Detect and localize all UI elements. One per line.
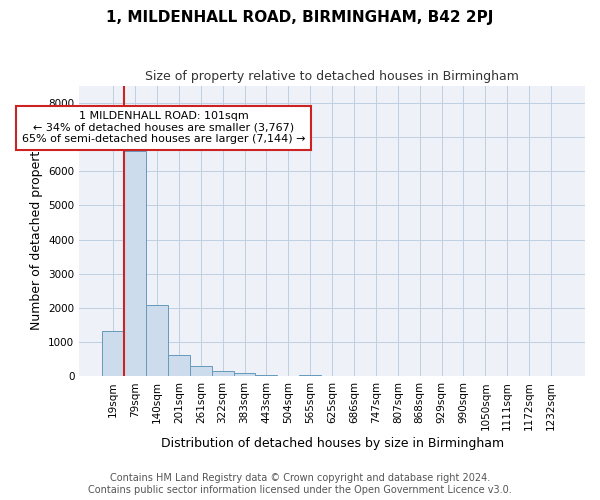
Bar xyxy=(146,304,168,376)
Bar xyxy=(212,371,233,376)
Text: Contains HM Land Registry data © Crown copyright and database right 2024.
Contai: Contains HM Land Registry data © Crown c… xyxy=(88,474,512,495)
Bar xyxy=(190,366,212,376)
Bar xyxy=(102,332,124,376)
Bar xyxy=(299,374,321,376)
Text: 1, MILDENHALL ROAD, BIRMINGHAM, B42 2PJ: 1, MILDENHALL ROAD, BIRMINGHAM, B42 2PJ xyxy=(106,10,494,25)
Bar xyxy=(124,150,146,376)
X-axis label: Distribution of detached houses by size in Birmingham: Distribution of detached houses by size … xyxy=(161,437,503,450)
Title: Size of property relative to detached houses in Birmingham: Size of property relative to detached ho… xyxy=(145,70,519,83)
Bar xyxy=(168,355,190,376)
Bar xyxy=(233,373,256,376)
Text: 1 MILDENHALL ROAD: 101sqm
← 34% of detached houses are smaller (3,767)
65% of se: 1 MILDENHALL ROAD: 101sqm ← 34% of detac… xyxy=(22,111,305,144)
Bar xyxy=(256,374,277,376)
Y-axis label: Number of detached properties: Number of detached properties xyxy=(30,132,43,330)
